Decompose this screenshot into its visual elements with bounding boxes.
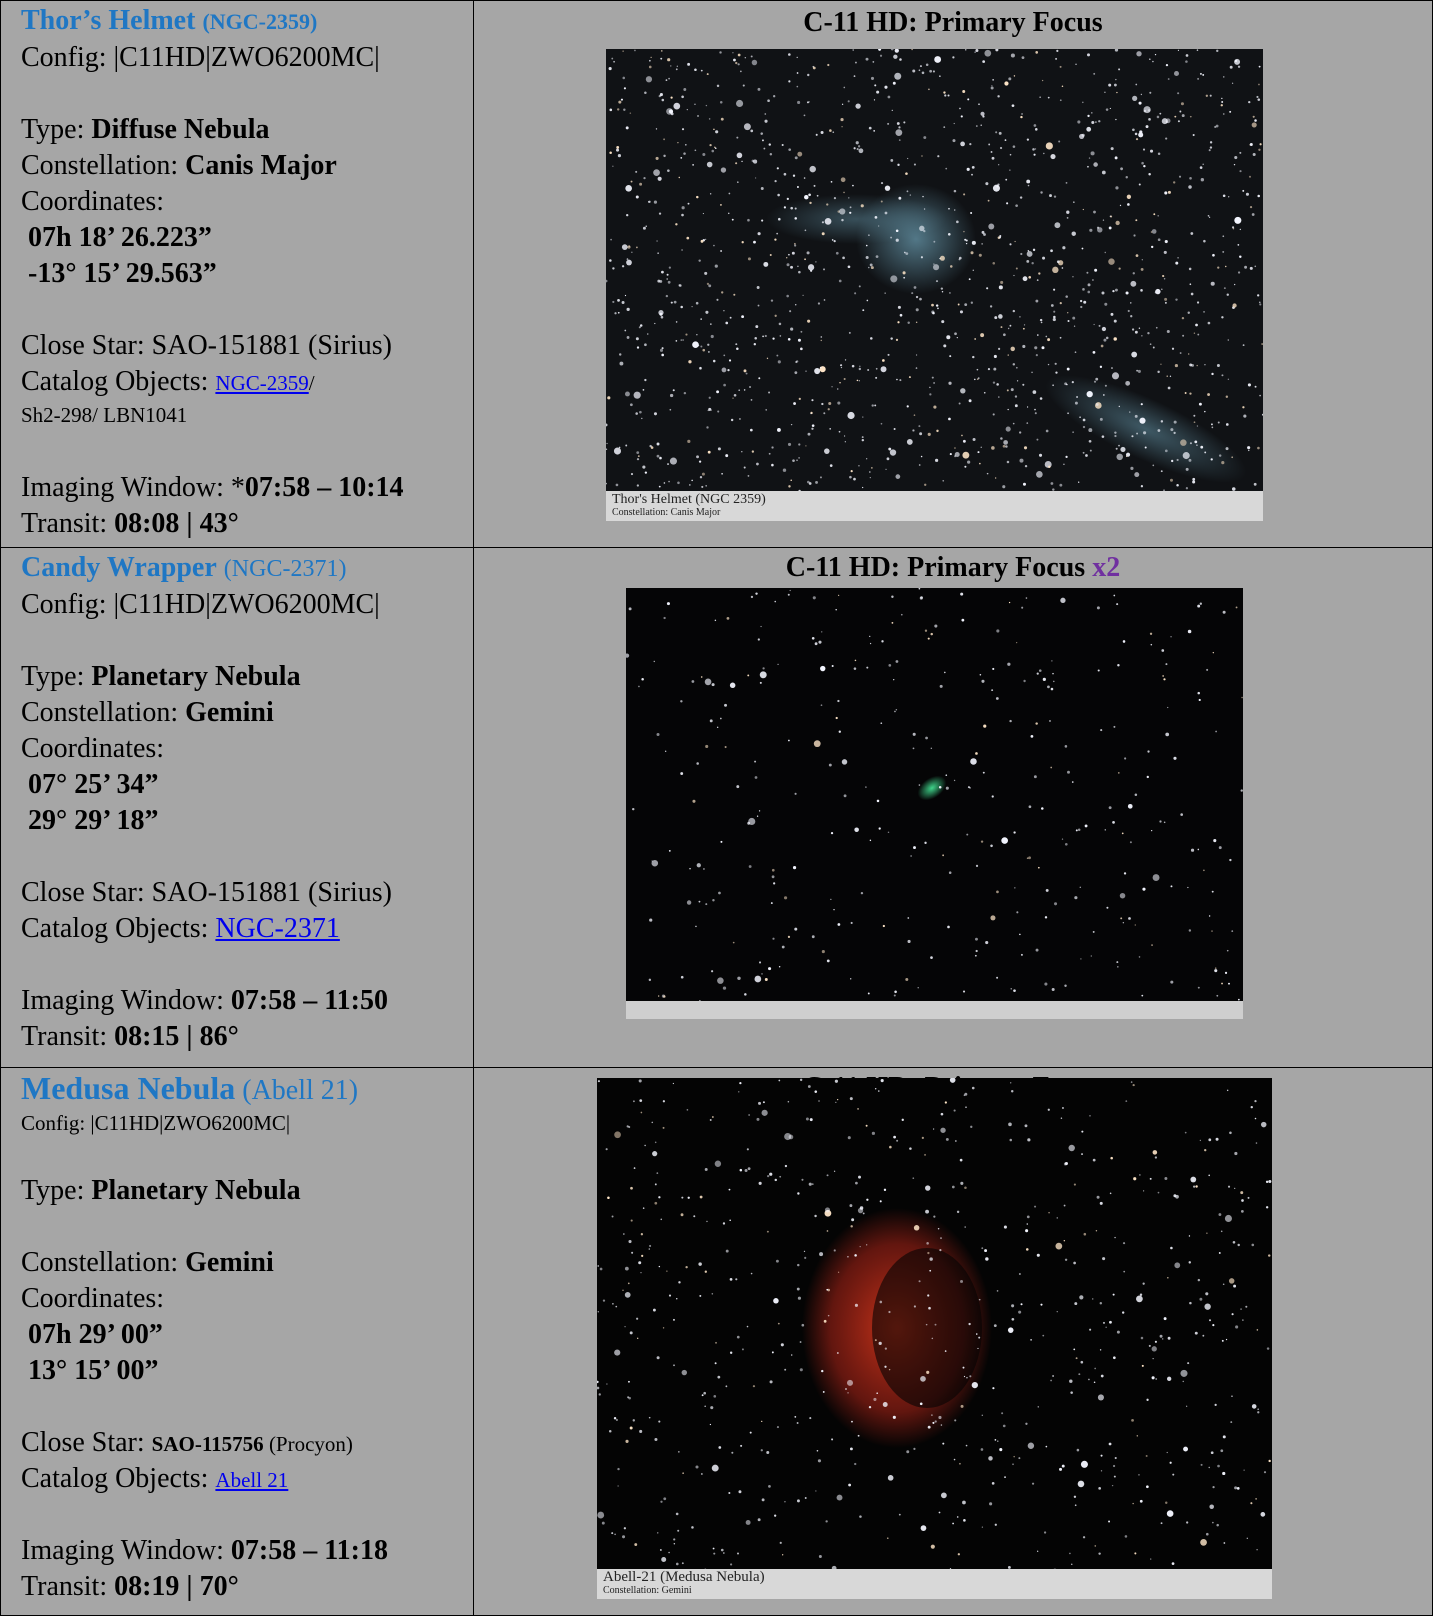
dec: 13° 15’ 00” bbox=[28, 1355, 159, 1386]
close-star: Close Star: SAO-151881 (Sirius) bbox=[21, 330, 392, 361]
star-field bbox=[626, 588, 1243, 1018]
label: Type: bbox=[21, 1175, 92, 1206]
title-suffix: x2 bbox=[1092, 552, 1121, 583]
label: Transit: bbox=[21, 1021, 115, 1052]
ra: 07h 29’ 00” bbox=[28, 1319, 163, 1350]
close-star-line: Close Star: SAO-115756 (Procyon) bbox=[21, 1425, 473, 1461]
label: Imaging Window: bbox=[21, 985, 231, 1016]
title-main: C-11 HD: Primary Focus bbox=[785, 552, 1086, 583]
transit-line: Transit: 08:19 | 70° bbox=[21, 1569, 473, 1605]
type: Planetary Nebula bbox=[91, 1175, 301, 1206]
close-star-id: SAO-115756 bbox=[151, 1432, 264, 1456]
type: Planetary Nebula bbox=[91, 661, 301, 692]
dec: 29° 29’ 18” bbox=[28, 805, 159, 836]
label: Catalog Objects: bbox=[21, 913, 216, 944]
type-line: Type: Planetary Nebula bbox=[21, 1173, 473, 1209]
ra: 07° 25’ 34” bbox=[28, 769, 159, 800]
catalog-more: Sh2-298/ LBN1041 bbox=[21, 403, 188, 427]
catalog-rest: / bbox=[308, 371, 315, 395]
caption bbox=[626, 1001, 1243, 1019]
caption: Thor's Helmet (NGC 2359) Constellation: C… bbox=[606, 491, 1263, 521]
transit: 08:19 | 70° bbox=[114, 1571, 239, 1602]
constellation-line: Constellation: Canis Major bbox=[21, 148, 473, 184]
transit-line: Transit: 08:08 | 43° bbox=[21, 506, 473, 542]
catalog-link[interactable]: NGC-2359 bbox=[215, 371, 309, 395]
constellation-line: Constellation: Gemini bbox=[21, 1245, 473, 1281]
ra: 07h 18’ 26.223” bbox=[28, 222, 212, 253]
window: 07:58 – 11:50 bbox=[230, 985, 388, 1016]
object-name: Thor’s Helmet bbox=[21, 5, 196, 36]
coordinates-label: Coordinates: bbox=[21, 733, 165, 764]
image-cell: C-11 HD: Primary Focus Thor's Helmet (NG… bbox=[473, 0, 1433, 548]
astrophoto: Abell-21 (Medusa Nebula) Constellation: G… bbox=[597, 1078, 1272, 1599]
config: Config: |C11HD|ZWO6200MC| bbox=[21, 42, 380, 73]
label: Constellation: bbox=[21, 697, 186, 728]
info-cell: Candy Wrapper (NGC-2371) Config: |C11HD|… bbox=[0, 547, 474, 1068]
type: Diffuse Nebula bbox=[91, 114, 270, 145]
window: 07:58 – 11:18 bbox=[230, 1535, 388, 1566]
catalog-link[interactable]: NGC-2371 bbox=[215, 913, 340, 944]
caption-title: Abell-21 (Medusa Nebula) bbox=[603, 1569, 765, 1585]
label: Catalog Objects: bbox=[21, 1463, 216, 1494]
label: Imaging Window: * bbox=[21, 472, 245, 503]
label: Transit: bbox=[21, 508, 115, 539]
catalog-line: Catalog Objects: NGC-2371 bbox=[21, 911, 473, 947]
panel-title: C-11 HD: Primary Focus bbox=[803, 7, 1103, 38]
object-name: Candy Wrapper bbox=[21, 552, 217, 583]
transit: 08:08 | 43° bbox=[114, 508, 239, 539]
close-star: Close Star: SAO-151881 (Sirius) bbox=[21, 877, 392, 908]
object-name: Medusa Nebula bbox=[21, 1070, 236, 1106]
caption: Abell-21 (Medusa Nebula) Constellation: G… bbox=[597, 1569, 1272, 1599]
label: Type: bbox=[21, 661, 92, 692]
window-line: Imaging Window: *07:58 – 10:14 bbox=[21, 470, 473, 506]
designation: (NGC-2359) bbox=[202, 9, 318, 34]
star-field bbox=[597, 1078, 1272, 1599]
label: Constellation: bbox=[21, 1247, 186, 1278]
constellation: Gemini bbox=[185, 697, 274, 728]
catalog-link[interactable]: Abell 21 bbox=[215, 1468, 289, 1492]
window-line: Imaging Window: 07:58 – 11:50 bbox=[21, 983, 473, 1019]
astrophoto bbox=[626, 588, 1243, 1019]
coordinates-label: Coordinates: bbox=[21, 186, 165, 217]
window-line: Imaging Window: 07:58 – 11:18 bbox=[21, 1533, 473, 1569]
caption-sub: Constellation: Canis Major bbox=[612, 507, 721, 518]
image-cell: C-11 HD: Primary Focus Abell-21 (Medusa … bbox=[473, 1067, 1433, 1616]
coordinates-label: Coordinates: bbox=[21, 1283, 165, 1314]
caption-title: Thor's Helmet (NGC 2359) bbox=[612, 492, 766, 507]
astrophoto: Thor's Helmet (NGC 2359) Constellation: C… bbox=[606, 49, 1263, 521]
type-line: Type: Diffuse Nebula bbox=[21, 112, 473, 148]
image-cell: C-11 HD: Primary Focus x2 bbox=[473, 547, 1433, 1068]
info-cell: Thor’s Helmet (NGC-2359) Config: |C11HD|… bbox=[0, 0, 474, 548]
config: Config: |C11HD|ZWO6200MC| bbox=[21, 589, 380, 620]
window: 07:58 – 10:14 bbox=[244, 472, 404, 503]
label: Catalog Objects: bbox=[21, 366, 216, 397]
transit-line: Transit: 08:15 | 86° bbox=[21, 1019, 473, 1055]
dec: -13° 15’ 29.563” bbox=[28, 258, 217, 289]
label: Transit: bbox=[21, 1571, 115, 1602]
constellation-line: Constellation: Gemini bbox=[21, 695, 473, 731]
transit: 08:15 | 86° bbox=[114, 1021, 239, 1052]
designation: (Abell 21) bbox=[242, 1075, 359, 1106]
constellation: Canis Major bbox=[185, 150, 337, 181]
designation: (NGC-2371) bbox=[223, 556, 347, 582]
title-line: Thor’s Helmet (NGC-2359) bbox=[21, 3, 473, 40]
catalog-line: Catalog Objects: Abell 21 bbox=[21, 1461, 473, 1497]
title-line: Medusa Nebula (Abell 21) bbox=[21, 1070, 473, 1109]
info-cell: Medusa Nebula (Abell 21) Config: |C11HD|… bbox=[0, 1067, 474, 1616]
caption-sub: Constellation: Gemini bbox=[603, 1585, 692, 1596]
label: Close Star: bbox=[21, 1427, 152, 1458]
constellation: Gemini bbox=[185, 1247, 274, 1278]
catalog-line: Catalog Objects: NGC-2359/ bbox=[21, 364, 473, 400]
title-line: Candy Wrapper (NGC-2371) bbox=[21, 550, 473, 587]
label: Imaging Window: bbox=[21, 1535, 231, 1566]
panel-title: C-11 HD: Primary Focus x2 bbox=[474, 552, 1432, 584]
close-star-name: (Procyon) bbox=[263, 1432, 353, 1456]
type-line: Type: Planetary Nebula bbox=[21, 659, 473, 695]
star-field bbox=[606, 49, 1263, 521]
config: Config: |C11HD|ZWO6200MC| bbox=[21, 1111, 291, 1135]
label: Type: bbox=[21, 114, 92, 145]
label: Constellation: bbox=[21, 150, 186, 181]
